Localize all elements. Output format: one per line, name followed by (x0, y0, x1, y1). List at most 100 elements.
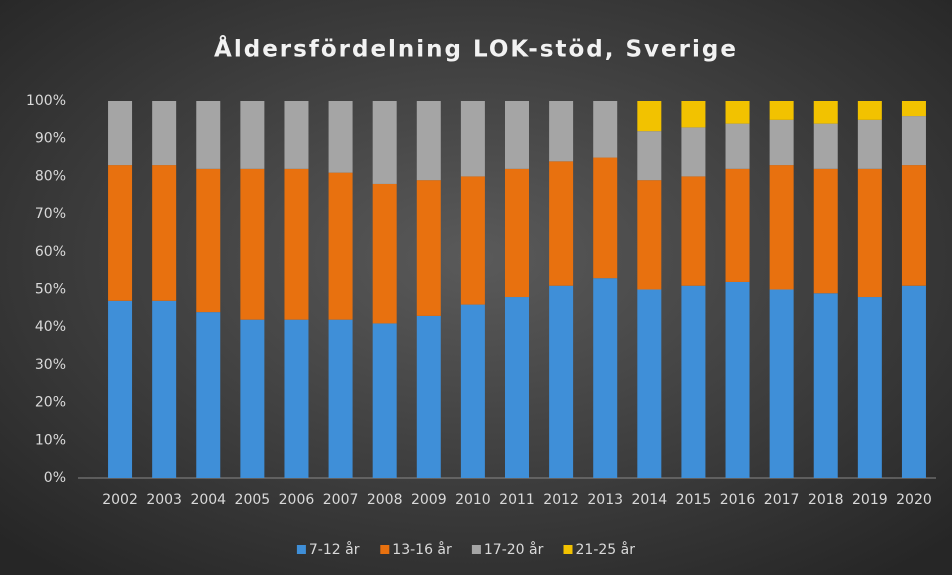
bar-segment (857, 119, 882, 169)
x-tick-label: 2016 (720, 492, 756, 508)
bar-segment (813, 293, 838, 478)
bar-segment (769, 101, 794, 120)
bar-segment (901, 116, 926, 166)
bar-segment (196, 168, 221, 313)
y-tick-label: 30% (35, 357, 66, 373)
bar-segment (372, 183, 397, 324)
bar-segment (593, 157, 618, 279)
bar-segment (240, 319, 265, 478)
bar-segment (725, 123, 750, 169)
bar-segment (152, 101, 177, 166)
x-tick-label: 2007 (323, 492, 359, 508)
bar-segment (416, 315, 441, 478)
bar-segment (725, 101, 750, 124)
bar-segment (372, 323, 397, 478)
bar-segment (681, 101, 706, 128)
bar-segment (549, 161, 574, 286)
x-tick-label: 2020 (896, 492, 932, 508)
legend-swatch (296, 545, 306, 554)
x-tick-label: 2003 (146, 492, 182, 508)
bar-segment (505, 101, 529, 169)
legend-swatch (380, 545, 390, 554)
legend-label: 21-25 år (576, 541, 636, 558)
bar-segment (901, 285, 926, 478)
y-tick-label: 80% (35, 168, 66, 184)
bar-segment (240, 168, 265, 320)
y-tick-label: 90% (35, 131, 66, 147)
bar-segment (284, 101, 309, 169)
y-tick-label: 100% (26, 93, 66, 109)
bar-segment (328, 319, 353, 478)
bar-segment (857, 101, 882, 120)
bar-segment (813, 168, 838, 294)
bar-segment (416, 101, 441, 181)
bar-segment (681, 285, 706, 478)
bar-segment (284, 319, 309, 478)
bar-segment (196, 312, 221, 478)
y-tick-label: 10% (35, 432, 66, 448)
legend-label: 7-12 år (309, 541, 360, 558)
bar-segment (637, 131, 662, 181)
bar-segment (549, 101, 574, 162)
bar-segment (857, 168, 882, 298)
bar-segment (328, 101, 353, 173)
bar-segment (857, 297, 882, 478)
x-tick-label: 2013 (587, 492, 623, 508)
legend-swatch (471, 545, 481, 554)
bar-segment (769, 119, 794, 166)
y-tick-label: 0% (44, 470, 66, 486)
bar-segment (108, 101, 133, 166)
x-tick-label: 2018 (808, 492, 844, 508)
x-tick-label: 2011 (499, 492, 535, 508)
bar-segment (196, 101, 221, 169)
x-tick-label: 2012 (543, 492, 579, 508)
x-tick-label: 2002 (102, 492, 138, 508)
bar-segment (769, 289, 794, 478)
legend-label: 13-16 år (392, 541, 452, 558)
bar-segment (284, 168, 309, 320)
bar-segment (637, 180, 662, 290)
bar-segment (681, 127, 706, 177)
bar-segment (813, 101, 838, 124)
legend-label: 17-20 år (484, 541, 544, 558)
bar-segment (328, 172, 353, 320)
x-tick-label: 2008 (367, 492, 403, 508)
bar-segment (681, 176, 706, 286)
x-tick-label: 2004 (190, 492, 226, 508)
y-tick-label: 20% (35, 395, 66, 411)
bar-segment (901, 165, 926, 286)
bar-segment (549, 285, 574, 478)
x-tick-label: 2009 (411, 492, 447, 508)
x-tick-label: 2010 (455, 492, 491, 508)
bar-segment (108, 300, 133, 478)
x-tick-label: 2017 (764, 492, 800, 508)
x-tick-label: 2014 (631, 492, 667, 508)
bar-segment (240, 101, 265, 169)
bar-segment (505, 168, 529, 298)
bar-segment (108, 165, 133, 301)
x-tick-label: 2005 (235, 492, 271, 508)
bar-segment (372, 101, 397, 184)
bar-segment (901, 101, 926, 117)
x-tick-label: 2006 (279, 492, 315, 508)
bar-segment (416, 180, 441, 316)
bar-segment (637, 289, 662, 478)
bar-segment (593, 278, 618, 478)
bar-segment (637, 101, 662, 132)
y-tick-label: 40% (35, 319, 66, 335)
x-tick-label: 2015 (676, 492, 712, 508)
bar-segment (152, 165, 177, 301)
x-tick-label: 2019 (852, 492, 888, 508)
bar-segment (725, 281, 750, 478)
chart-title: Åldersfördelning LOK-stöd, Sverige (214, 35, 738, 63)
bar-segment (152, 300, 177, 478)
bar-segment (460, 101, 485, 177)
bar-segment (460, 304, 485, 478)
y-tick-label: 70% (35, 206, 66, 222)
bar-segment (725, 168, 750, 282)
y-tick-label: 60% (35, 244, 66, 260)
bar-segment (813, 123, 838, 169)
bar-segment (593, 101, 618, 158)
legend-swatch (563, 545, 573, 554)
bar-segment (460, 176, 485, 305)
